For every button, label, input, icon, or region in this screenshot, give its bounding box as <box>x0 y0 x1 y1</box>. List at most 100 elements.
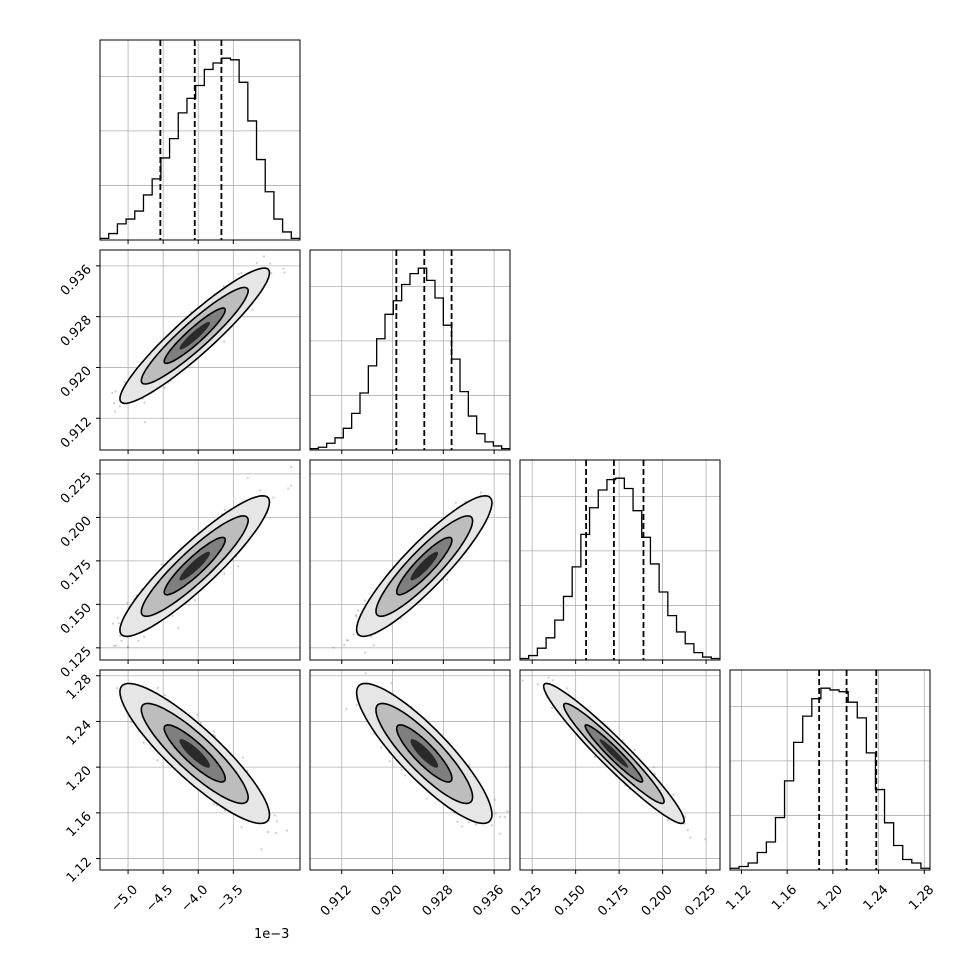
scatter-point <box>251 308 254 311</box>
density-contour-2 <box>163 724 227 783</box>
scatter-point <box>114 390 117 393</box>
scatter-point <box>115 644 118 647</box>
density-fill-core <box>410 551 439 581</box>
scatter-point <box>212 803 215 806</box>
scatter-point <box>116 616 119 619</box>
scatter-point <box>143 635 146 638</box>
y-tick-label: 0.200 <box>58 514 95 551</box>
scatter-point <box>290 465 293 469</box>
scatter-point <box>126 645 130 648</box>
scatter-point <box>352 633 355 636</box>
corner-cells <box>96 39 931 874</box>
y-tick-label: 0.125 <box>58 644 95 681</box>
scatter-points <box>345 672 509 835</box>
scatter-point <box>683 822 686 825</box>
density-contour-0 <box>119 494 271 638</box>
scatter-point <box>503 816 506 819</box>
scatter-panel-2-0 <box>96 459 301 664</box>
density-contour-1 <box>140 702 250 805</box>
scatter-point <box>163 386 166 389</box>
scatter-point <box>498 832 501 835</box>
scatter-point <box>196 713 199 716</box>
scatter-point <box>137 639 140 642</box>
scatter-point <box>520 662 522 664</box>
density-fill-core <box>179 321 210 350</box>
panel-frame <box>309 249 511 451</box>
y-tick-label: 0.225 <box>58 470 95 507</box>
scatter-point <box>237 565 240 568</box>
panel-frame <box>729 669 931 871</box>
x-tick-label: 0.200 <box>639 882 676 919</box>
y-tick-label: 1.24 <box>64 718 95 749</box>
density-fill-core <box>179 551 210 581</box>
scatter-point <box>536 682 539 686</box>
y-tick-label: 1.16 <box>64 809 95 840</box>
x-tick-label: −3.5 <box>213 882 246 915</box>
scatter-point <box>282 267 285 270</box>
scatter-point <box>633 748 636 751</box>
density-contour-2 <box>163 536 227 596</box>
scatter-point <box>379 746 383 749</box>
scatter-point <box>355 615 358 618</box>
scatter-point <box>193 599 197 602</box>
scatter-point <box>355 703 358 707</box>
scatter-point <box>270 272 273 275</box>
histogram-step <box>730 687 930 870</box>
scatter-point <box>547 676 550 679</box>
scatter-point <box>363 599 367 602</box>
scatter-point <box>120 639 123 642</box>
scatter-point <box>260 848 263 851</box>
scatter-point <box>119 634 122 637</box>
density-contour-2 <box>163 307 227 365</box>
density-contour-2 <box>584 724 644 783</box>
scatter-points <box>98 677 288 851</box>
scatter-point <box>189 310 192 314</box>
density-contour-0 <box>119 267 271 405</box>
scatter-point <box>156 759 159 762</box>
scatter-point <box>272 496 275 499</box>
density-contour-1 <box>375 702 474 805</box>
scatter-point <box>530 666 532 668</box>
scatter-point <box>215 804 218 807</box>
scatter-point <box>289 484 292 487</box>
scatter-point <box>506 810 509 813</box>
density-fill-core <box>410 739 439 768</box>
scatter-point <box>112 622 115 625</box>
scatter-point <box>493 798 496 801</box>
scatter-point <box>223 508 226 511</box>
scatter-point <box>467 821 470 824</box>
scatter-point <box>199 721 203 724</box>
scatter-point <box>111 391 114 395</box>
x-tick-label: 0.936 <box>470 882 507 919</box>
x-offset-label: 1e−3 <box>254 927 289 942</box>
scatter-panel-3-0 <box>96 669 301 874</box>
scatter-point <box>126 601 129 605</box>
panel-frame <box>99 249 301 451</box>
scatter-point <box>241 756 245 759</box>
scatter-points <box>112 465 293 649</box>
histogram-step <box>520 477 720 660</box>
scatter-point <box>345 639 348 642</box>
density-contour-2 <box>395 724 453 783</box>
scatter-point <box>143 421 147 424</box>
density-contour-1 <box>375 515 474 618</box>
scatter-point <box>689 836 692 839</box>
scatter-point <box>287 487 290 490</box>
scatter-point <box>98 677 100 679</box>
x-tick-label: 0.175 <box>595 882 632 919</box>
x-tick-label: −4.0 <box>178 882 211 915</box>
scatter-point <box>212 730 216 733</box>
density-contour-1 <box>140 286 250 385</box>
scatter-panel-1-0 <box>96 249 301 454</box>
scatter-point <box>666 818 670 822</box>
x-tick-label: −5.0 <box>108 882 141 915</box>
scatter-point <box>222 284 225 287</box>
scatter-point <box>653 772 656 776</box>
density-contour-0 <box>542 682 686 825</box>
scatter-point <box>498 815 502 818</box>
scatter-points <box>111 255 286 424</box>
y-tick-label: 1.20 <box>64 763 95 794</box>
density-contour-0 <box>119 682 271 825</box>
scatter-point <box>372 644 375 647</box>
scatter-point <box>118 405 121 408</box>
